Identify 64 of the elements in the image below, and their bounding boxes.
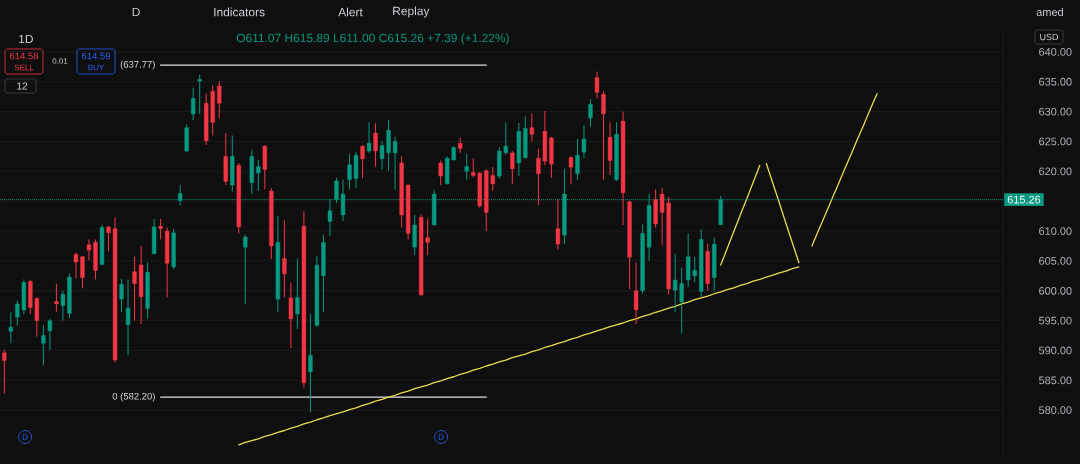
chart-subtitle: O611.07 H615.89 L611.00 C615.26 +7.39 (+1.22%) bbox=[236, 33, 509, 45]
candlestick bbox=[594, 71, 600, 99]
y-tick-label: 610.00 bbox=[1039, 227, 1072, 235]
y-tick-label: 605.00 bbox=[1039, 257, 1072, 265]
candlestick bbox=[197, 74, 202, 115]
chart-title: 1D bbox=[19, 34, 33, 44]
annotation: 614.59 bbox=[82, 52, 111, 60]
candlestick bbox=[373, 122, 378, 168]
series-label: 0 (582.20) bbox=[112, 392, 155, 402]
candlestick bbox=[54, 283, 59, 313]
y-tick-label: 620.00 bbox=[1039, 167, 1072, 176]
candlestick bbox=[555, 198, 561, 251]
candlestick bbox=[125, 278, 131, 356]
candlestick bbox=[464, 153, 469, 181]
candlestick bbox=[184, 123, 189, 153]
line-series bbox=[811, 93, 878, 247]
candlestick bbox=[581, 124, 587, 159]
candlestick bbox=[366, 121, 372, 154]
candlestick bbox=[262, 144, 267, 190]
candlestick bbox=[510, 150, 515, 185]
y-tick-label: 630.00 bbox=[1039, 107, 1072, 116]
y-tick-label: 580.00 bbox=[1038, 406, 1072, 415]
candlestick bbox=[607, 121, 613, 176]
text: Alert bbox=[338, 7, 363, 17]
candlestick bbox=[217, 80, 222, 119]
y-tick-label: 640.00 bbox=[1039, 48, 1072, 56]
annotation: 12 bbox=[17, 82, 28, 90]
candlestick bbox=[360, 144, 365, 179]
candlestick bbox=[308, 313, 313, 413]
candlestick bbox=[601, 90, 606, 181]
y-tick-label: 600.00 bbox=[1039, 286, 1072, 295]
candlestick bbox=[575, 138, 580, 181]
candlestick bbox=[295, 258, 300, 330]
candlestick bbox=[438, 160, 443, 186]
candlestick bbox=[288, 281, 294, 349]
text: USD bbox=[1040, 33, 1059, 41]
candlestick bbox=[119, 278, 124, 313]
candlestick bbox=[243, 234, 248, 305]
candlestick bbox=[633, 262, 639, 325]
candlestick bbox=[158, 218, 163, 240]
candlestick bbox=[41, 324, 46, 366]
annotation: 614.58 bbox=[10, 52, 39, 60]
candlestick bbox=[47, 318, 53, 351]
line-series bbox=[765, 162, 800, 264]
y-tick-label: 590.00 bbox=[1038, 346, 1072, 355]
ref-line-label: 615.26 bbox=[1007, 195, 1041, 204]
candlestick bbox=[256, 159, 261, 192]
candlestick bbox=[8, 311, 13, 344]
text: D bbox=[132, 7, 140, 17]
candlestick bbox=[588, 98, 593, 128]
text: amed bbox=[1036, 7, 1063, 17]
candlestick bbox=[282, 219, 287, 298]
text: Replay bbox=[393, 6, 430, 18]
y-tick-label: 585.00 bbox=[1038, 376, 1072, 385]
candlestick bbox=[568, 155, 574, 185]
candlestick bbox=[2, 349, 7, 394]
series-label: (637.77) bbox=[120, 60, 155, 70]
candlestick bbox=[412, 214, 417, 256]
y-tick-label: 595.00 bbox=[1038, 316, 1072, 325]
text: Indicators bbox=[214, 7, 265, 17]
candlestick bbox=[529, 112, 535, 142]
y-tick-label: 625.00 bbox=[1039, 137, 1072, 146]
candlestick bbox=[191, 87, 196, 121]
y-tick-label: 635.00 bbox=[1039, 77, 1072, 86]
